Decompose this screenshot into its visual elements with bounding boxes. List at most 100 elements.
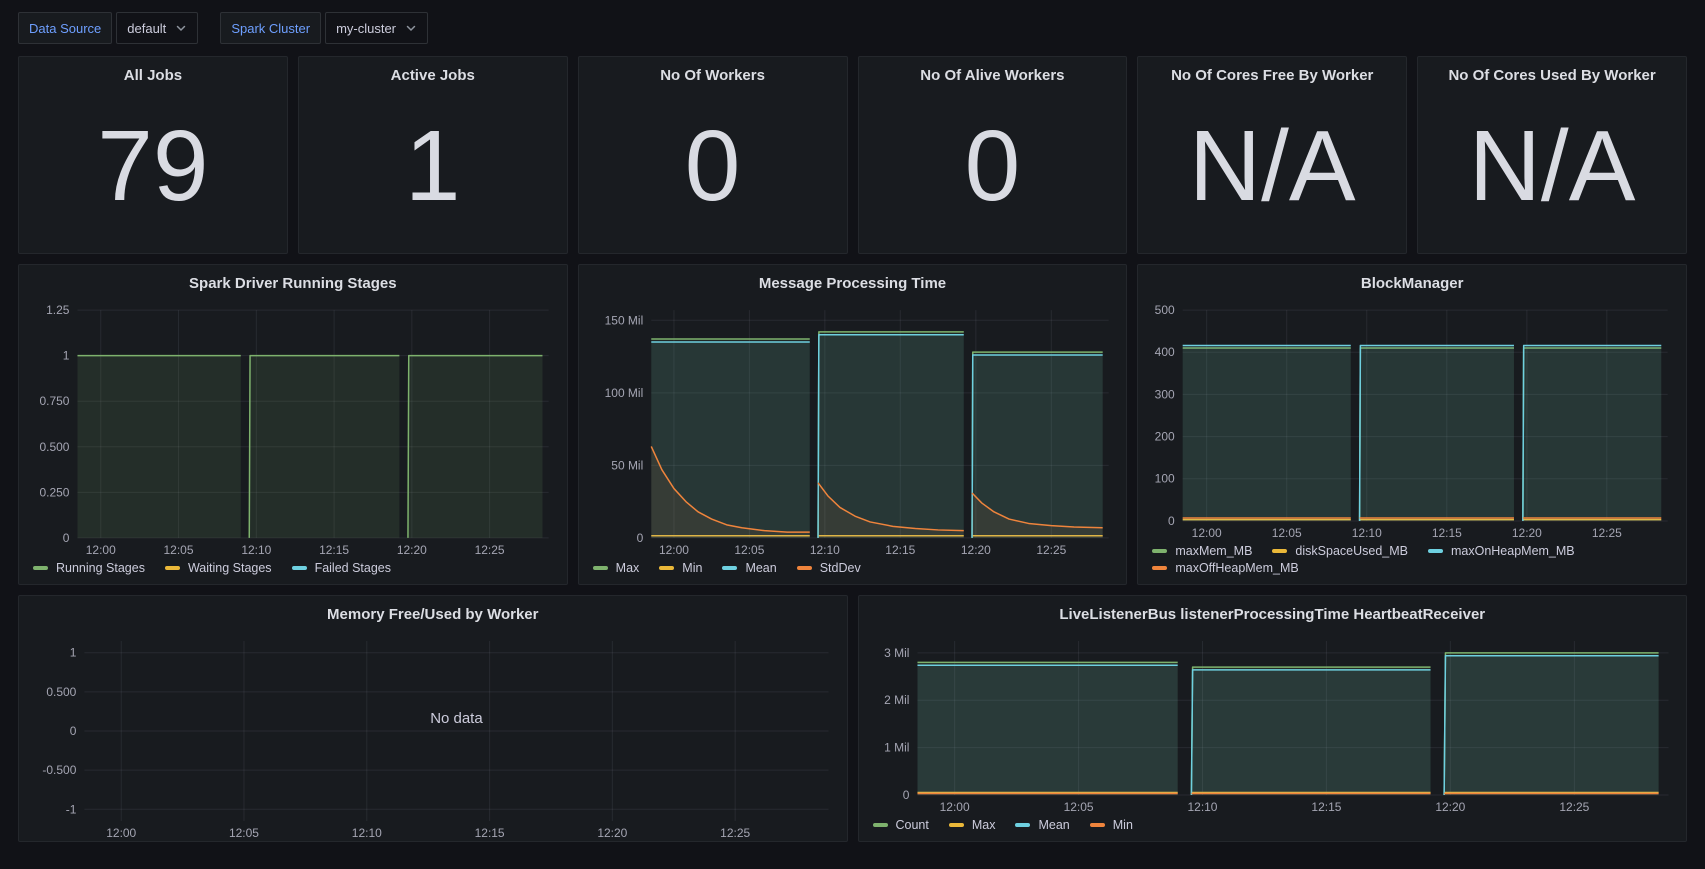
- panel-title[interactable]: No Of Alive Workers: [920, 67, 1065, 84]
- legend-label: StdDev: [819, 561, 861, 575]
- chart-legend: maxMem_MB diskSpaceUsed_MB maxOnHeapMem_MB…: [1138, 541, 1686, 584]
- legend-item[interactable]: Running Stages: [33, 561, 145, 575]
- svg-text:12:05: 12:05: [164, 543, 194, 557]
- legend-item[interactable]: maxOnHeapMem_MB: [1427, 544, 1575, 558]
- series-color-swatch: [1272, 549, 1288, 553]
- svg-text:12:20: 12:20: [397, 543, 427, 557]
- series-color-swatch: [33, 566, 48, 570]
- legend-item[interactable]: Mean: [1015, 818, 1070, 832]
- svg-text:12:15: 12:15: [1432, 526, 1462, 540]
- svg-text:12:00: 12:00: [106, 826, 136, 840]
- legend-item[interactable]: Failed Stages: [291, 561, 391, 575]
- stat-panel-no-of-alive-workers: No Of Alive Workers 0: [857, 56, 1128, 254]
- series-color-swatch: [1015, 823, 1031, 827]
- svg-text:12:05: 12:05: [734, 543, 764, 557]
- legend-item[interactable]: diskSpaceUsed_MB: [1272, 544, 1408, 558]
- data-source-selected-value: default: [127, 20, 167, 36]
- panel-title[interactable]: All Jobs: [123, 67, 183, 84]
- panel-blockmanager: BlockManager 12:00 12:05 12:10 12:15 12:20 12…: [1137, 264, 1687, 585]
- legend-item[interactable]: Max: [948, 818, 996, 832]
- chart-area: 12:00 12:05 12:10 12:15 12:20 12:25 -1 -0.500 0 0…: [19, 627, 847, 841]
- svg-text:0: 0: [1168, 514, 1175, 528]
- legend-item[interactable]: Waiting Stages: [164, 561, 272, 575]
- legend-label: Running Stages: [56, 561, 145, 575]
- spark-cluster-select[interactable]: my-cluster: [325, 12, 429, 44]
- svg-text:12:15: 12:15: [475, 826, 505, 840]
- legend-label: Min: [682, 561, 703, 575]
- chart-area: 12:00 12:05 12:10 12:15 12:20 12:25 0 1 Mil 2 Mi…: [859, 627, 1687, 815]
- legend-item[interactable]: maxMem_MB: [1152, 544, 1252, 558]
- svg-text:12:20: 12:20: [597, 826, 627, 840]
- svg-text:0: 0: [636, 531, 643, 545]
- legend-label: Max: [615, 561, 640, 575]
- legend-label: Waiting Stages: [187, 561, 272, 575]
- time-series-plot[interactable]: 12:00 12:05 12:10 12:15 12:20 12:25 0 0.250 0.50…: [27, 300, 559, 558]
- legend-item[interactable]: Mean: [722, 561, 777, 575]
- data-source-select[interactable]: default: [116, 12, 199, 44]
- svg-text:0: 0: [70, 724, 77, 738]
- svg-text:3 Mil: 3 Mil: [884, 646, 909, 660]
- panel-memory-free-used-by-worker: Memory Free/Used by Worker 12:00 12:05 12:…: [18, 595, 848, 842]
- legend-item[interactable]: Max: [592, 561, 640, 575]
- svg-text:12:25: 12:25: [1036, 543, 1066, 557]
- legend-label: Mean: [745, 561, 777, 575]
- svg-text:12:10: 12:10: [1352, 526, 1382, 540]
- panel-title[interactable]: Message Processing Time: [758, 275, 947, 292]
- stat-panel-all-jobs: All Jobs 79: [18, 56, 288, 254]
- variable-picker-spark-cluster: Spark Cluster my-cluster: [220, 12, 429, 44]
- svg-text:400: 400: [1155, 345, 1175, 359]
- legend-label: Max: [971, 818, 996, 832]
- stat-value: 79: [97, 109, 209, 222]
- svg-text:0.750: 0.750: [39, 394, 69, 408]
- svg-text:-0.500: -0.500: [42, 763, 76, 777]
- legend-item[interactable]: Min: [659, 561, 702, 575]
- stat-panel-no-of-workers: No Of Workers 0: [577, 56, 848, 254]
- time-series-plot[interactable]: 12:00 12:05 12:10 12:15 12:20 12:25 0 50 Mil 100…: [587, 300, 1119, 558]
- legend-item[interactable]: maxOffHeapMem_MB: [1152, 561, 1299, 575]
- chart-legend: Running Stages Waiting Stages Failed Stage…: [19, 558, 567, 584]
- legend-label: Failed Stages: [314, 561, 391, 575]
- svg-text:500: 500: [1155, 303, 1175, 317]
- svg-text:12:15: 12:15: [319, 543, 349, 557]
- time-series-plot[interactable]: 12:00 12:05 12:10 12:15 12:20 12:25 0 100 200 300…: [1146, 300, 1678, 541]
- panel-title[interactable]: Spark Driver Running Stages: [189, 275, 397, 292]
- legend-label: Min: [1112, 818, 1133, 832]
- svg-text:12:15: 12:15: [885, 543, 915, 557]
- panel-title[interactable]: No Of Workers: [660, 67, 765, 84]
- time-series-plot[interactable]: 12:00 12:05 12:10 12:15 12:20 12:25 -1 -0.500 0 0…: [27, 631, 839, 841]
- panel-livelistenerbus-processing-time: LiveListenerBus listenerProcessingTime H…: [857, 595, 1687, 842]
- chart-legend: Max Min Mean StdDev: [579, 558, 1127, 584]
- svg-text:12:25: 12:25: [475, 543, 505, 557]
- svg-text:12:00: 12:00: [659, 543, 689, 557]
- svg-text:12:10: 12:10: [1187, 800, 1217, 814]
- stat-value: N/A: [1468, 109, 1636, 222]
- svg-text:No data: No data: [430, 710, 483, 727]
- svg-text:100: 100: [1155, 472, 1175, 486]
- series-color-swatch: [1152, 549, 1168, 553]
- panel-title[interactable]: Active Jobs: [390, 67, 475, 84]
- panel-title[interactable]: Memory Free/Used by Worker: [327, 606, 539, 623]
- panel-title[interactable]: LiveListenerBus listenerProcessingTime H…: [1059, 606, 1486, 623]
- legend-item[interactable]: Min: [1089, 818, 1133, 832]
- svg-text:12:00: 12:00: [1192, 526, 1222, 540]
- legend-item[interactable]: Count: [872, 818, 929, 832]
- time-series-plot[interactable]: 12:00 12:05 12:10 12:15 12:20 12:25 0 1 Mil 2 Mi…: [867, 631, 1679, 815]
- svg-text:150 Mil: 150 Mil: [604, 313, 643, 327]
- svg-text:1: 1: [70, 646, 77, 660]
- panel-title[interactable]: No Of Cores Used By Worker: [1448, 67, 1656, 84]
- charts-row-bottom: Memory Free/Used by Worker 12:00 12:05 12:…: [18, 595, 1687, 842]
- legend-item[interactable]: StdDev: [796, 561, 861, 575]
- chart-area: 12:00 12:05 12:10 12:15 12:20 12:25 0 100 200 300…: [1138, 296, 1686, 541]
- svg-text:12:10: 12:10: [352, 826, 382, 840]
- svg-text:0.250: 0.250: [39, 485, 69, 499]
- svg-text:1: 1: [63, 349, 70, 363]
- svg-text:-1: -1: [66, 802, 77, 816]
- svg-text:12:00: 12:00: [939, 800, 969, 814]
- variable-label-spark-cluster: Spark Cluster: [220, 12, 322, 44]
- panel-title[interactable]: No Of Cores Free By Worker: [1171, 67, 1374, 84]
- chart-legend: Count Max Mean Min: [859, 815, 1687, 841]
- panel-title[interactable]: BlockManager: [1360, 275, 1464, 292]
- series-color-swatch: [1089, 823, 1105, 827]
- legend-label: maxMem_MB: [1175, 544, 1253, 558]
- charts-row-middle: Spark Driver Running Stages 12:00 12:05 12…: [18, 264, 1687, 585]
